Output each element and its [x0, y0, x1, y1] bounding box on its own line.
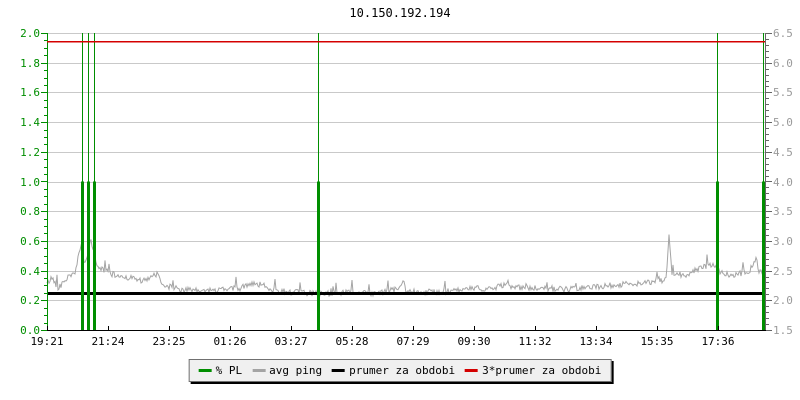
svg-text:6.5: 6.5 — [773, 27, 793, 40]
svg-text:5.5: 5.5 — [773, 86, 793, 99]
graph-title: 10.150.192.194 — [349, 6, 451, 20]
svg-text:01:26: 01:26 — [213, 335, 246, 348]
legend-item-pl: % PL — [198, 364, 243, 377]
legend-swatch-average — [332, 369, 346, 372]
legend-label-pl: % PL — [215, 364, 243, 377]
svg-text:13:34: 13:34 — [579, 335, 612, 348]
legend-item-average: prumer za obdobi — [332, 364, 455, 377]
svg-text:23:25: 23:25 — [152, 335, 185, 348]
svg-text:0.0: 0.0 — [20, 324, 40, 337]
svg-text:0.2: 0.2 — [20, 294, 40, 307]
svg-text:3.5: 3.5 — [773, 205, 793, 218]
svg-text:1.4: 1.4 — [20, 116, 40, 129]
svg-text:09:30: 09:30 — [457, 335, 490, 348]
legend-label-3x-average: 3*prumer za obdobi — [482, 364, 602, 377]
svg-text:03:27: 03:27 — [274, 335, 307, 348]
legend: % PL avg ping prumer za obdobi 3*prumer … — [188, 359, 612, 382]
svg-text:1.0: 1.0 — [20, 176, 40, 189]
legend-swatch-pl — [198, 369, 212, 372]
svg-text:11:32: 11:32 — [518, 335, 551, 348]
svg-text:0.4: 0.4 — [20, 265, 40, 278]
svg-text:1.5: 1.5 — [773, 324, 793, 337]
svg-text:1.6: 1.6 — [20, 86, 40, 99]
svg-text:4.0: 4.0 — [773, 176, 793, 189]
legend-label-avg-ping: avg ping — [269, 364, 323, 377]
svg-text:15:35: 15:35 — [640, 335, 673, 348]
svg-text:5.0: 5.0 — [773, 116, 793, 129]
svg-text:1.8: 1.8 — [20, 57, 40, 70]
svg-text:07:29: 07:29 — [396, 335, 429, 348]
svg-text:19:21: 19:21 — [30, 335, 63, 348]
svg-text:05:28: 05:28 — [335, 335, 368, 348]
legend-item-3x-average: 3*prumer za obdobi — [465, 364, 601, 377]
svg-text:4.5: 4.5 — [773, 146, 793, 159]
legend-label-average: prumer za obdobi — [349, 364, 456, 377]
svg-text:2.0: 2.0 — [773, 294, 793, 307]
svg-text:0.8: 0.8 — [20, 205, 40, 218]
svg-text:2.0: 2.0 — [20, 27, 40, 40]
svg-text:3.0: 3.0 — [773, 235, 793, 248]
legend-item-avg-ping: avg ping — [252, 364, 322, 377]
legend-swatch-3x-average — [465, 369, 479, 372]
svg-text:2.5: 2.5 — [773, 265, 793, 278]
svg-text:0.6: 0.6 — [20, 235, 40, 248]
legend-swatch-avg-ping — [252, 369, 266, 372]
svg-text:6.0: 6.0 — [773, 57, 793, 70]
svg-text:1.2: 1.2 — [20, 146, 40, 159]
svg-text:21:24: 21:24 — [91, 335, 124, 348]
svg-text:17:36: 17:36 — [701, 335, 734, 348]
